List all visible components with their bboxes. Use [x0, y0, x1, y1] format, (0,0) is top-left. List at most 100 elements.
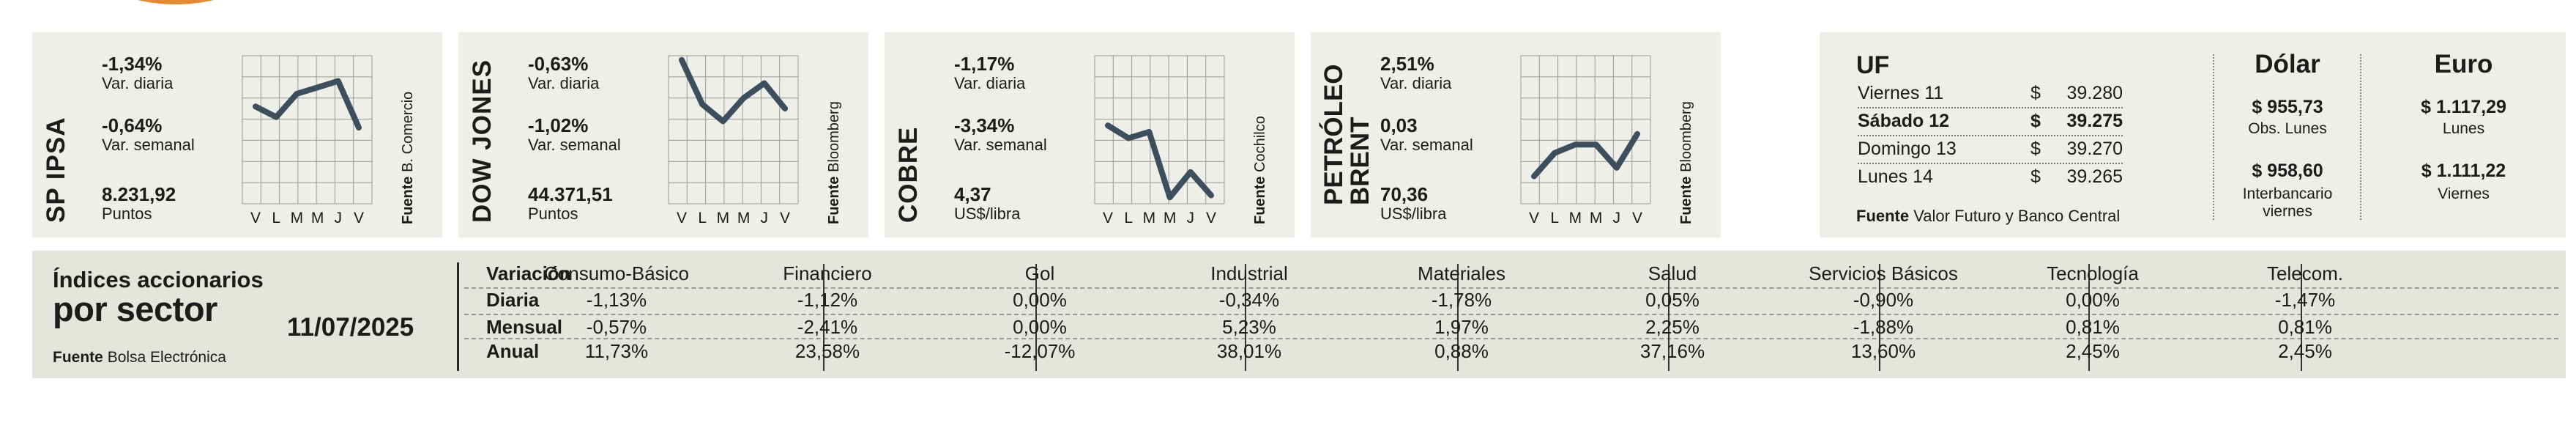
- uf-amount: 39.275: [2066, 111, 2123, 131]
- source-label: Fuente: [400, 176, 416, 224]
- uf-row-divider: [1858, 107, 2123, 108]
- x-tick-label: V: [1206, 210, 1216, 226]
- x-tick-label: V: [1529, 210, 1539, 226]
- weekly-change-value: -1,02%: [528, 114, 589, 136]
- uf-source: Fuente Valor Futuro y Banco Central: [1856, 207, 2121, 225]
- uf-currency: $: [2030, 111, 2041, 131]
- sector-column-divider: [2088, 264, 2090, 371]
- weekly-change-label: Var. semanal: [1380, 136, 1473, 154]
- commodity-panel: SP IPSA -1,34% Var. diaria -0,64% Var. seman…: [32, 32, 442, 237]
- source-name: Cochilco: [1252, 116, 1268, 177]
- source-label: Fuente: [1678, 176, 1694, 224]
- sector-row-divider: [464, 338, 2558, 339]
- x-tick-label: M: [1569, 210, 1582, 226]
- sector-title-2: por sector: [53, 290, 217, 328]
- x-tick-label: L: [1124, 210, 1133, 226]
- daily-change-label: Var. diaria: [1380, 74, 1452, 92]
- weekly-change-value: -0,64%: [102, 114, 163, 136]
- sector-annual-cell: -12,07%: [1004, 340, 1076, 362]
- x-tick-label: M: [1164, 210, 1177, 226]
- source-name: Bloomberg: [1678, 101, 1694, 177]
- uf-day: Domingo 13: [1858, 139, 1957, 159]
- x-tick-label: J: [761, 210, 769, 226]
- sector-annual-cell: 23,58%: [794, 340, 860, 362]
- sector-annual-cell: 37,16%: [1639, 340, 1705, 362]
- sector-daily-cell: -1,78%: [1431, 289, 1492, 311]
- euro-value-2: $ 1.111,22: [2421, 161, 2506, 181]
- sector-monthly-cell: 0,81%: [2278, 316, 2332, 338]
- daily-change-label: Var. diaria: [954, 74, 1026, 92]
- uf-amount: 39.270: [2066, 139, 2123, 159]
- euro-value-1: $ 1.117,29: [2421, 97, 2506, 117]
- current-value-unit: US$/libra: [954, 205, 1021, 223]
- divider: [2213, 54, 2214, 220]
- commodity-title: SP IPSA: [42, 117, 70, 223]
- dolar-value-2: $ 958,60: [2252, 161, 2323, 181]
- current-value-number: 8.231,92: [102, 183, 176, 205]
- sector-column-header: Materiales: [1418, 262, 1505, 284]
- commodity-title-line: PETRÓLEO: [1319, 64, 1348, 205]
- sector-monthly-cell: 1,97%: [1434, 316, 1489, 338]
- sector-annual-cell: 11,73%: [584, 340, 649, 362]
- x-tick-label: M: [1143, 210, 1156, 226]
- trend-line: [1105, 122, 1214, 201]
- trend-line: [679, 56, 788, 125]
- trend-line: [1531, 130, 1640, 180]
- x-tick-label: L: [698, 210, 707, 226]
- x-tick-label: V: [250, 210, 261, 226]
- commodity-title: DOW JONES: [468, 59, 496, 223]
- weekly-change-label: Var. semanal: [528, 136, 621, 154]
- sector-monthly-cell: 2,25%: [1645, 316, 1700, 338]
- daily-change: -1,34% Var. diaria: [102, 53, 173, 92]
- uf-row: Lunes 14 $39.265: [1858, 164, 2123, 189]
- trend-line: [253, 78, 362, 131]
- uf-title: UF: [1856, 51, 1890, 79]
- daily-change: -0,63% Var. diaria: [528, 53, 599, 92]
- dolar-label-2a: Interbancario: [2242, 185, 2333, 202]
- sector-column-divider: [1879, 264, 1880, 371]
- current-value: 44.371,51 Puntos: [528, 183, 613, 223]
- sector-annual-cell: 0,88%: [1434, 340, 1489, 362]
- sector-title-1: Índices accionarios: [53, 267, 264, 292]
- source-label: Fuente: [1252, 176, 1268, 224]
- sector-column-header: Servicios Básicos: [1809, 262, 1958, 284]
- euro-label-2: Viernes: [2438, 185, 2490, 202]
- dolar-label-1: Obs. Lunes: [2248, 120, 2327, 137]
- sector-row-label: Mensual: [486, 316, 563, 338]
- sector-source: Fuente Bolsa Electrónica: [53, 349, 226, 366]
- sector-column-divider: [2301, 264, 2302, 371]
- current-value: 8.231,92 Puntos: [102, 183, 176, 223]
- uf-row-divider: [1858, 163, 2123, 164]
- sector-daily-cell: -0,34%: [1218, 289, 1280, 311]
- commodity-title: PETRÓLEO BRENT: [1319, 64, 1374, 205]
- x-tick-label: V: [1103, 210, 1113, 226]
- sector-row-divider: [464, 314, 2558, 315]
- sector-row-label: Diaria: [486, 289, 540, 311]
- commodity-panel: COBRE -1,17% Var. diaria -3,34% Var. semanal…: [885, 32, 1295, 237]
- weekly-change-label: Var. semanal: [954, 136, 1047, 154]
- sector-index-panel: Índices accionarios por sector 11/07/202…: [32, 251, 2566, 378]
- dolar-value-1: $ 955,73: [2252, 97, 2323, 117]
- source-name: Bloomberg: [826, 101, 842, 177]
- sector-annual-cell: 2,45%: [2066, 340, 2120, 362]
- x-tick-label: J: [1187, 210, 1195, 226]
- daily-change-value: -0,63%: [528, 53, 589, 75]
- x-tick-label: M: [737, 210, 751, 226]
- current-value-unit: US$/libra: [1380, 205, 1447, 223]
- sector-monthly-cell: 0,81%: [2066, 316, 2120, 338]
- uf-amount: 39.280: [2066, 83, 2123, 103]
- daily-change-label: Var. diaria: [102, 74, 174, 92]
- sector-column-header: Financiero: [783, 262, 872, 284]
- sector-daily-cell: -1,13%: [586, 289, 647, 311]
- daily-change: -1,17% Var. diaria: [954, 53, 1025, 92]
- daily-change-value: -1,34%: [102, 53, 163, 75]
- sector-daily-cell: -1,12%: [797, 289, 858, 311]
- uf-currency: $: [2030, 83, 2041, 103]
- current-value-number: 4,37: [954, 183, 991, 205]
- sector-monthly-cell: -0,57%: [586, 316, 647, 338]
